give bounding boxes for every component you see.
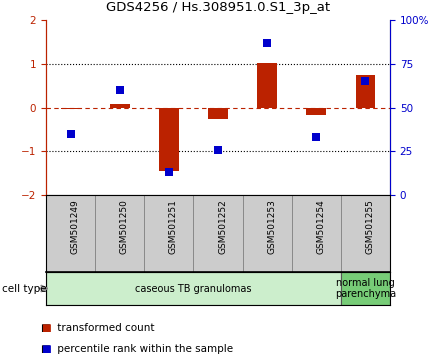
Text: ■  transformed count: ■ transformed count	[41, 323, 154, 333]
Text: GSM501254: GSM501254	[316, 199, 325, 253]
Bar	[341, 272, 390, 305]
Text: caseous TB granulomas: caseous TB granulomas	[135, 284, 252, 293]
Text: GSM501253: GSM501253	[267, 199, 276, 254]
Text: GSM501255: GSM501255	[366, 199, 375, 254]
Text: ■: ■	[41, 344, 51, 354]
Text: GDS4256 / Hs.308951.0.S1_3p_at: GDS4256 / Hs.308951.0.S1_3p_at	[106, 1, 330, 14]
Bar	[159, 108, 179, 171]
Text: ■  percentile rank within the sample: ■ percentile rank within the sample	[41, 344, 233, 354]
Text: normal lung
parenchyma: normal lung parenchyma	[335, 278, 396, 299]
Bar	[61, 108, 80, 109]
Bar	[208, 108, 228, 119]
Text: GSM501251: GSM501251	[169, 199, 178, 254]
Bar	[110, 104, 129, 108]
Bar	[257, 63, 277, 108]
Bar	[356, 75, 375, 108]
Bar	[46, 272, 341, 305]
Text: cell type: cell type	[2, 284, 47, 293]
Bar	[307, 108, 326, 115]
Text: GSM501249: GSM501249	[71, 199, 80, 253]
Text: GSM501252: GSM501252	[218, 199, 227, 253]
Text: ■: ■	[41, 323, 51, 333]
Text: GSM501250: GSM501250	[120, 199, 129, 254]
